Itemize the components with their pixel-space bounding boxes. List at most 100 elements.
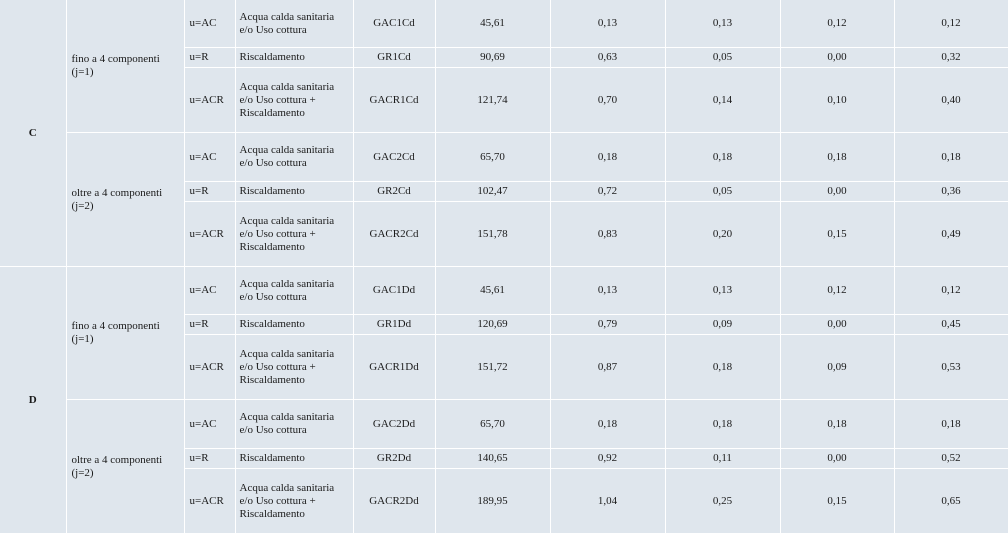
household-size-label: oltre a 4 componenti (j=2) <box>66 132 185 267</box>
value-cell: 0,18 <box>780 132 895 182</box>
value-cell: 0,12 <box>780 0 895 48</box>
value-cell: 0,65 <box>894 468 1008 534</box>
use-description: Acqua calda sanitaria e/o Uso cottura <box>235 399 354 449</box>
use-code: u=R <box>184 448 236 469</box>
table-row: u=R Riscaldamento GR2Cd 102,47 0,72 0,05 0,00 0… <box>0 181 1008 202</box>
tariff-code: GACR1Dd <box>353 334 436 400</box>
value-cell: 151,78 <box>435 201 551 267</box>
value-cell: 0,87 <box>550 334 666 400</box>
value-cell: 45,61 <box>435 0 551 48</box>
household-size-label: fino a 4 componenti (j=1) <box>66 266 185 400</box>
use-code: u=AC <box>184 266 236 315</box>
value-cell: 0,70 <box>550 67 666 133</box>
value-cell: 0,18 <box>665 334 781 400</box>
zone-label: D <box>0 266 67 534</box>
value-cell: 120,69 <box>435 314 551 335</box>
use-code: u=ACR <box>184 334 236 400</box>
value-cell: 0,53 <box>894 334 1008 400</box>
value-cell: 0,18 <box>780 399 895 449</box>
value-cell: 0,45 <box>894 314 1008 335</box>
use-code: u=ACR <box>184 201 236 267</box>
value-cell: 0,18 <box>550 132 666 182</box>
use-code: u=R <box>184 47 236 68</box>
value-cell: 0,13 <box>550 266 666 315</box>
use-description: Acqua calda sanitaria e/o Uso cottura + … <box>235 67 354 133</box>
use-description: Acqua calda sanitaria e/o Uso cottura <box>235 266 354 315</box>
zone-label: C <box>0 0 67 267</box>
value-cell: 0,18 <box>665 399 781 449</box>
use-code: u=AC <box>184 132 236 182</box>
tariff-code: GACR1Cd <box>353 67 436 133</box>
table-row: u=R Riscaldamento GR2Dd 140,65 0,92 0,11 0,00 0… <box>0 448 1008 469</box>
value-cell: 0,05 <box>665 47 781 68</box>
tariff-code: GR1Dd <box>353 314 436 335</box>
use-description: Acqua calda sanitaria e/o Uso cottura <box>235 132 354 182</box>
value-cell: 0,00 <box>780 314 895 335</box>
tariff-code: GACR2Dd <box>353 468 436 534</box>
tariff-code: GAC1Dd <box>353 266 436 315</box>
value-cell: 0,20 <box>665 201 781 267</box>
value-cell: 0,25 <box>665 468 781 534</box>
value-cell: 189,95 <box>435 468 551 534</box>
tariff-code: GR2Dd <box>353 448 436 469</box>
use-description: Acqua calda sanitaria e/o Uso cottura + … <box>235 468 354 534</box>
use-code: u=R <box>184 314 236 335</box>
use-description: Riscaldamento <box>235 448 354 469</box>
value-cell: 102,47 <box>435 181 551 202</box>
value-cell: 0,18 <box>894 399 1008 449</box>
value-cell: 0,79 <box>550 314 666 335</box>
value-cell: 0,12 <box>894 266 1008 315</box>
use-description: Riscaldamento <box>235 181 354 202</box>
tariff-code: GAC2Cd <box>353 132 436 182</box>
value-cell: 151,72 <box>435 334 551 400</box>
tariff-code: GACR2Cd <box>353 201 436 267</box>
use-code: u=AC <box>184 399 236 449</box>
tariff-code: GAC1Cd <box>353 0 436 48</box>
use-code: u=AC <box>184 0 236 48</box>
table-row: oltre a 4 componenti (j=2) u=AC Acqua cald… <box>0 399 1008 534</box>
value-cell: 0,00 <box>780 448 895 469</box>
value-cell: 0,92 <box>550 448 666 469</box>
value-cell: 0,12 <box>894 0 1008 48</box>
value-cell: 0,00 <box>780 47 895 68</box>
value-cell: 0,09 <box>665 314 781 335</box>
table-row: u=ACR Acqua calda sanitaria e/o Uso cottu… <box>0 67 1008 133</box>
use-code: u=R <box>184 181 236 202</box>
value-cell: 45,61 <box>435 266 551 315</box>
value-cell: 65,70 <box>435 399 551 449</box>
tariff-code: GR1Cd <box>353 47 436 68</box>
value-cell: 0,10 <box>780 67 895 133</box>
table-row: oltre a 4 componenti (j=2) u=AC Acqua cald… <box>0 132 1008 267</box>
value-cell: 0,63 <box>550 47 666 68</box>
value-cell: 65,70 <box>435 132 551 182</box>
value-cell: 0,12 <box>780 266 895 315</box>
value-cell: 0,15 <box>780 201 895 267</box>
value-cell: 0,13 <box>665 0 781 48</box>
value-cell: 0,83 <box>550 201 666 267</box>
value-cell: 0,00 <box>780 181 895 202</box>
value-cell: 0,15 <box>780 468 895 534</box>
table-row: u=ACR Acqua calda sanitaria e/o Uso cottu… <box>0 201 1008 267</box>
value-cell: 90,69 <box>435 47 551 68</box>
household-size-label: oltre a 4 componenti (j=2) <box>66 399 185 534</box>
use-description: Acqua calda sanitaria e/o Uso cottura <box>235 0 354 48</box>
tariff-code: GAC2Dd <box>353 399 436 449</box>
use-description: Riscaldamento <box>235 314 354 335</box>
value-cell: 121,74 <box>435 67 551 133</box>
value-cell: 0,49 <box>894 201 1008 267</box>
value-cell: 0,40 <box>894 67 1008 133</box>
value-cell: 0,09 <box>780 334 895 400</box>
value-cell: 0,72 <box>550 181 666 202</box>
value-cell: 0,18 <box>894 132 1008 182</box>
value-cell: 140,65 <box>435 448 551 469</box>
value-cell: 0,13 <box>550 0 666 48</box>
value-cell: 0,36 <box>894 181 1008 202</box>
value-cell: 0,05 <box>665 181 781 202</box>
value-cell: 0,11 <box>665 448 781 469</box>
use-description: Acqua calda sanitaria e/o Uso cottura + … <box>235 201 354 267</box>
value-cell: 0,32 <box>894 47 1008 68</box>
use-description: Riscaldamento <box>235 47 354 68</box>
household-size-label: fino a 4 componenti (j=1) <box>66 0 185 133</box>
